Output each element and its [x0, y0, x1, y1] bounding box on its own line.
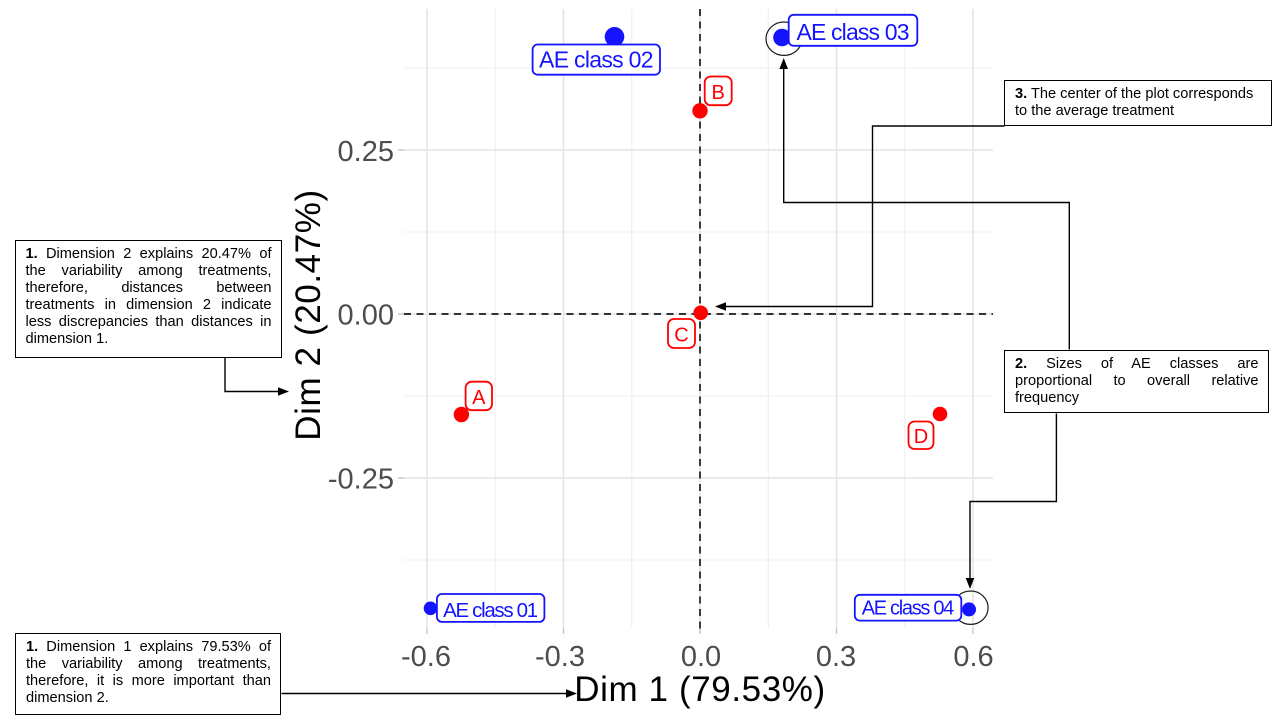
svg-text:B: B — [712, 82, 725, 104]
svg-text:AE class 02: AE class 02 — [539, 47, 654, 73]
svg-text:0.25: 0.25 — [338, 136, 394, 168]
svg-text:AE class 04: AE class 04 — [862, 598, 955, 620]
svg-text:0.3: 0.3 — [816, 641, 856, 673]
svg-text:D: D — [914, 426, 928, 448]
svg-text:-0.25: -0.25 — [328, 464, 394, 496]
svg-text:AE class 03: AE class 03 — [797, 19, 910, 45]
svg-text:-0.3: -0.3 — [535, 641, 585, 673]
svg-text:Dim 2 (20.47%): Dim 2 (20.47%) — [289, 189, 328, 441]
svg-text:C: C — [674, 325, 688, 347]
svg-text:0.00: 0.00 — [338, 300, 394, 332]
svg-text:0.6: 0.6 — [953, 641, 993, 673]
svg-text:AE class 01: AE class 01 — [443, 599, 538, 622]
svg-text:Dim 1 (79.53%): Dim 1 (79.53%) — [574, 670, 826, 709]
svg-text:A: A — [472, 387, 486, 409]
svg-text:0.0: 0.0 — [681, 641, 721, 673]
svg-text:-0.6: -0.6 — [401, 641, 451, 673]
